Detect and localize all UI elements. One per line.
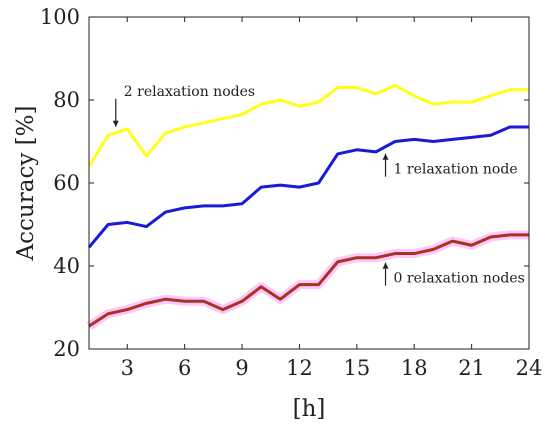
x-tick-label: 12: [286, 356, 313, 380]
y-tick-label: 20: [53, 337, 80, 361]
x-tick-label: 6: [178, 356, 191, 380]
x-tick-label: 15: [343, 356, 370, 380]
annotation-arrowhead-2: [382, 262, 389, 269]
x-tick-label: 18: [401, 356, 428, 380]
y-axis-ticks: 20 40 60 80 100: [40, 5, 529, 361]
series-layer: [86, 83, 529, 330]
y-tick-label: 60: [53, 171, 80, 195]
series-line-0: [87, 83, 529, 168]
x-axis-ticks: 3 6 9 12 15 18 21 24: [121, 17, 543, 380]
annotation-arrowhead-0: [112, 120, 119, 127]
annotation-arrowhead-1: [382, 153, 389, 160]
y-tick-label: 40: [53, 254, 80, 278]
annotation-label-1: 1 relaxation node: [394, 162, 518, 178]
x-tick-label: 9: [235, 356, 248, 380]
y-tick-label: 100: [40, 5, 80, 29]
x-tick-label: 3: [121, 356, 134, 380]
y-axis-label: Accuracy [%]: [13, 106, 39, 262]
x-tick-label: 24: [516, 356, 543, 380]
annotation-label-0: 2 relaxation nodes: [124, 84, 255, 100]
x-tick-label: 21: [458, 356, 485, 380]
x-axis-label: [h]: [293, 396, 326, 422]
series-line-1: [87, 125, 529, 249]
annotation-label-2: 0 relaxation nodes: [394, 271, 525, 287]
series-line-2: [88, 233, 529, 328]
annotation-layer: 2 relaxation nodes 1 relaxation node 0 rel…: [112, 84, 525, 287]
plot-frame: [88, 16, 530, 350]
y-tick-label: 80: [53, 88, 80, 112]
